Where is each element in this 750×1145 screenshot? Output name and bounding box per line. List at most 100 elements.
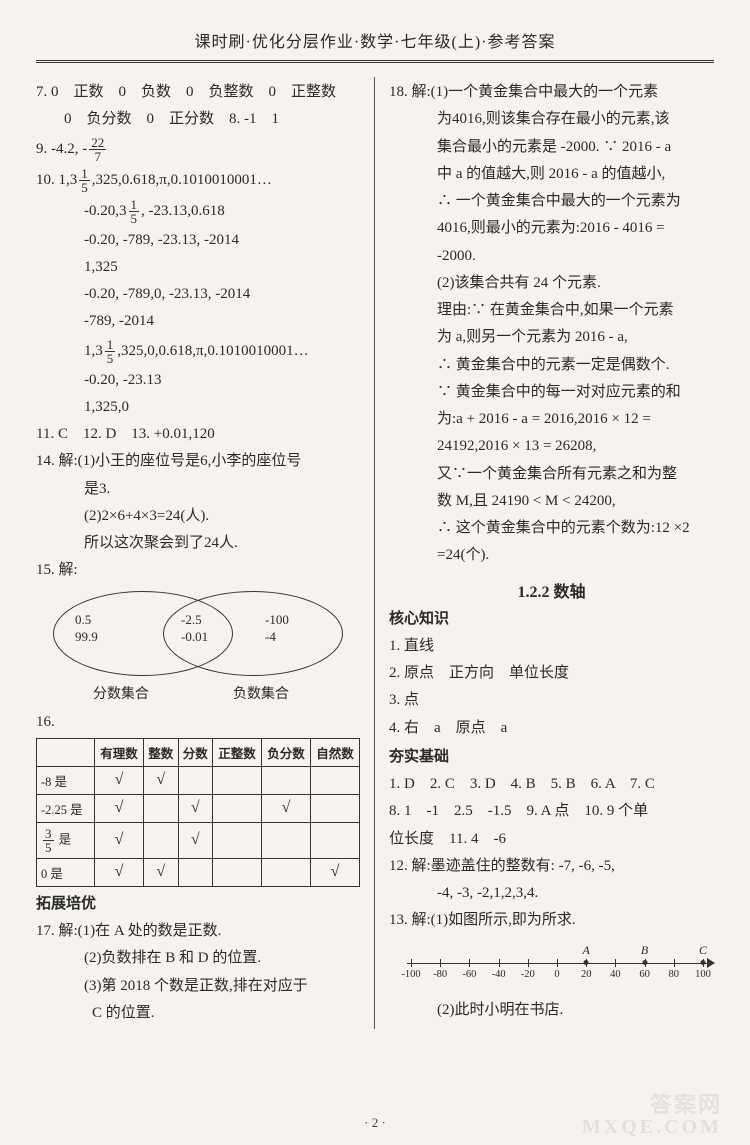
- venn-diagram: 0.5 99.9 -2.5 -0.01 -100 -4 分数集合 负数集合: [53, 587, 343, 707]
- venn-label-right: 负数集合: [233, 683, 289, 703]
- number-line-tick-label: 0: [554, 969, 559, 980]
- check-cell: √: [310, 858, 359, 886]
- number-line-tick-label: -100: [401, 969, 420, 980]
- table-row-label: -2.25 是: [37, 794, 95, 822]
- answer-10-l7-pre: 1,3: [84, 342, 103, 358]
- answers-row-3: 位长度 11. 4 -6: [389, 828, 714, 851]
- answer-9-pre: 9. -4.2,: [36, 140, 82, 156]
- answer-10-l5: -0.20, -789,0, -23.13, -2014: [36, 283, 360, 306]
- number-line-tick: [499, 959, 500, 967]
- table-h4: 正整数: [213, 738, 262, 766]
- answer-18p: 数 M,且 24190 < M < 24200,: [389, 490, 714, 513]
- table-row-label: -8 是: [37, 766, 95, 794]
- table-row-label: 35 是: [37, 822, 95, 858]
- number-line-tick: [440, 959, 441, 967]
- table-row-label: 0 是: [37, 858, 95, 886]
- number-line-tick-label: 60: [639, 969, 650, 980]
- venn-left-values: 0.5 99.9: [75, 611, 98, 646]
- answer-10-l6: -789, -2014: [36, 310, 360, 333]
- table-h3: 分数: [178, 738, 213, 766]
- check-cell: √: [95, 766, 144, 794]
- empty-cell: [143, 822, 178, 858]
- answers-11-13: 11. C 12. D 13. +0.01,120: [36, 423, 360, 446]
- table-row: 35 是 √ √: [37, 822, 360, 858]
- hexin-title: 核心知识: [389, 608, 714, 631]
- number-line-tick: [528, 959, 529, 967]
- venn-right-values: -100 -4: [265, 611, 289, 646]
- empty-cell: [213, 766, 262, 794]
- answer-14d: 所以这次聚会到了24人.: [36, 532, 360, 555]
- two-column-layout: 7. 0 正数 0 负数 0 负整数 0 正整数 0 负分数 0 正分数 8. …: [36, 77, 714, 1029]
- answer-16: 16.: [36, 711, 360, 734]
- page: 课时刷·优化分层作业·数学·七年级(上)·参考答案 7. 0 正数 0 负数 0…: [0, 0, 750, 1049]
- answer-18f: 4016,则最小的元素为:2016 - 4016 =: [389, 217, 714, 240]
- answer-18k: ∴ 黄金集合中的元素一定是偶数个.: [389, 354, 714, 377]
- answer-7: 7. 0 正数 0 负数 0 负整数 0 正整数: [36, 81, 360, 104]
- section-tuozhan: 拓展培优: [36, 893, 360, 916]
- empty-cell: [178, 766, 213, 794]
- answer-18i: 理由:∵ 在黄金集合中,如果一个元素: [389, 299, 714, 322]
- hexin-1: 1. 直线: [389, 635, 714, 658]
- left-column: 7. 0 正数 0 负数 0 负整数 0 正整数 0 负分数 0 正分数 8. …: [36, 77, 375, 1029]
- answer-13a: 13. 解:(1)如图所示,即为所求.: [389, 909, 714, 932]
- number-line-tick: [615, 959, 616, 967]
- classification-table: 有理数 整数 分数 正整数 负分数 自然数 -8 是 √ √: [36, 738, 360, 887]
- answer-10-rest1: ,325,0.618,π,0.1010010001…: [92, 171, 272, 187]
- number-line-tick: [469, 959, 470, 967]
- page-footer: · 2 ·: [0, 1115, 750, 1131]
- venn-label-left: 分数集合: [93, 683, 149, 703]
- check-cell: √: [95, 794, 144, 822]
- answer-14a: 14. 解:(1)小王的座位号是6,小李的座位号: [36, 450, 360, 473]
- answer-17b: (2)负数排在 B 和 D 的位置.: [36, 947, 360, 970]
- empty-cell: [262, 822, 311, 858]
- number-line-arrow-icon: [707, 958, 715, 968]
- empty-cell: [262, 766, 311, 794]
- number-line-tick: [674, 959, 675, 967]
- check-cell: √: [143, 766, 178, 794]
- answer-9: 9. -4.2, -227: [36, 136, 360, 163]
- answer-10-l7: 1,315,325,0,0.618,π,0.1010010001…: [36, 338, 360, 365]
- table-row: -8 是 √ √: [37, 766, 360, 794]
- answer-14c: (2)2×6+4×3=24(人).: [36, 505, 360, 528]
- table-header-row: 有理数 整数 分数 正整数 负分数 自然数: [37, 738, 360, 766]
- empty-cell: [213, 794, 262, 822]
- answer-18q: ∴ 这个黄金集合中的元素个数为:12 ×2: [389, 517, 714, 540]
- check-cell: √: [178, 822, 213, 858]
- answer-10-l1: 10. 1,315,325,0.618,π,0.1010010001…: [36, 167, 360, 194]
- answer-10-l3: -0.20, -789, -23.13, -2014: [36, 229, 360, 252]
- number-line-point: [642, 960, 647, 965]
- empty-cell: [213, 858, 262, 886]
- answer-17a: 17. 解:(1)在 A 处的数是正数.: [36, 920, 360, 943]
- number-line-tick: [557, 959, 558, 967]
- answer-10-l2-pre: -0.20,3: [84, 202, 127, 218]
- number-line-point: [701, 960, 706, 965]
- answers-row-1: 1. D 2. C 3. D 4. B 5. B 6. A 7. C: [389, 773, 714, 796]
- check-cell: √: [95, 858, 144, 886]
- fraction-3-5: 35: [43, 827, 54, 854]
- answer-18l: ∵ 黄金集合中的每一对对应元素的和: [389, 381, 714, 404]
- check-cell: √: [178, 794, 213, 822]
- answer-18r: =24(个).: [389, 544, 714, 567]
- hexin-3: 3. 点: [389, 689, 714, 712]
- table-h5: 负分数: [262, 738, 311, 766]
- right-column: 18. 解:(1)一个黄金集合中最大的一个元素 为4016,则该集合存在最小的元…: [375, 77, 714, 1029]
- fraction-1-5-a: 15: [79, 167, 90, 194]
- check-cell: √: [95, 822, 144, 858]
- empty-cell: [310, 822, 359, 858]
- table-row: -2.25 是 √ √ √: [37, 794, 360, 822]
- answer-10-l2-rest: , -23.13,0.618: [141, 202, 225, 218]
- answer-10-l9: 1,325,0: [36, 396, 360, 419]
- number-line-tick-label: 40: [610, 969, 621, 980]
- answer-9-neg: -: [82, 140, 87, 156]
- answer-18d: 中 a 的值越大,则 2016 - a 的值越小,: [389, 163, 714, 186]
- answer-17d: C 的位置.: [36, 1002, 360, 1025]
- number-line-point-label: B: [641, 943, 648, 958]
- hexin-4: 4. 右 a 原点 a: [389, 717, 714, 740]
- venn-mid-values: -2.5 -0.01: [181, 611, 208, 646]
- table-row: 0 是 √ √ √: [37, 858, 360, 886]
- number-line-tick-label: -40: [492, 969, 506, 980]
- table-h2: 整数: [143, 738, 178, 766]
- number-line-point: [584, 960, 589, 965]
- number-line: -100-80-60-40-20020406080100ABC: [407, 939, 717, 995]
- answer-18a: 18. 解:(1)一个黄金集合中最大的一个元素: [389, 81, 714, 104]
